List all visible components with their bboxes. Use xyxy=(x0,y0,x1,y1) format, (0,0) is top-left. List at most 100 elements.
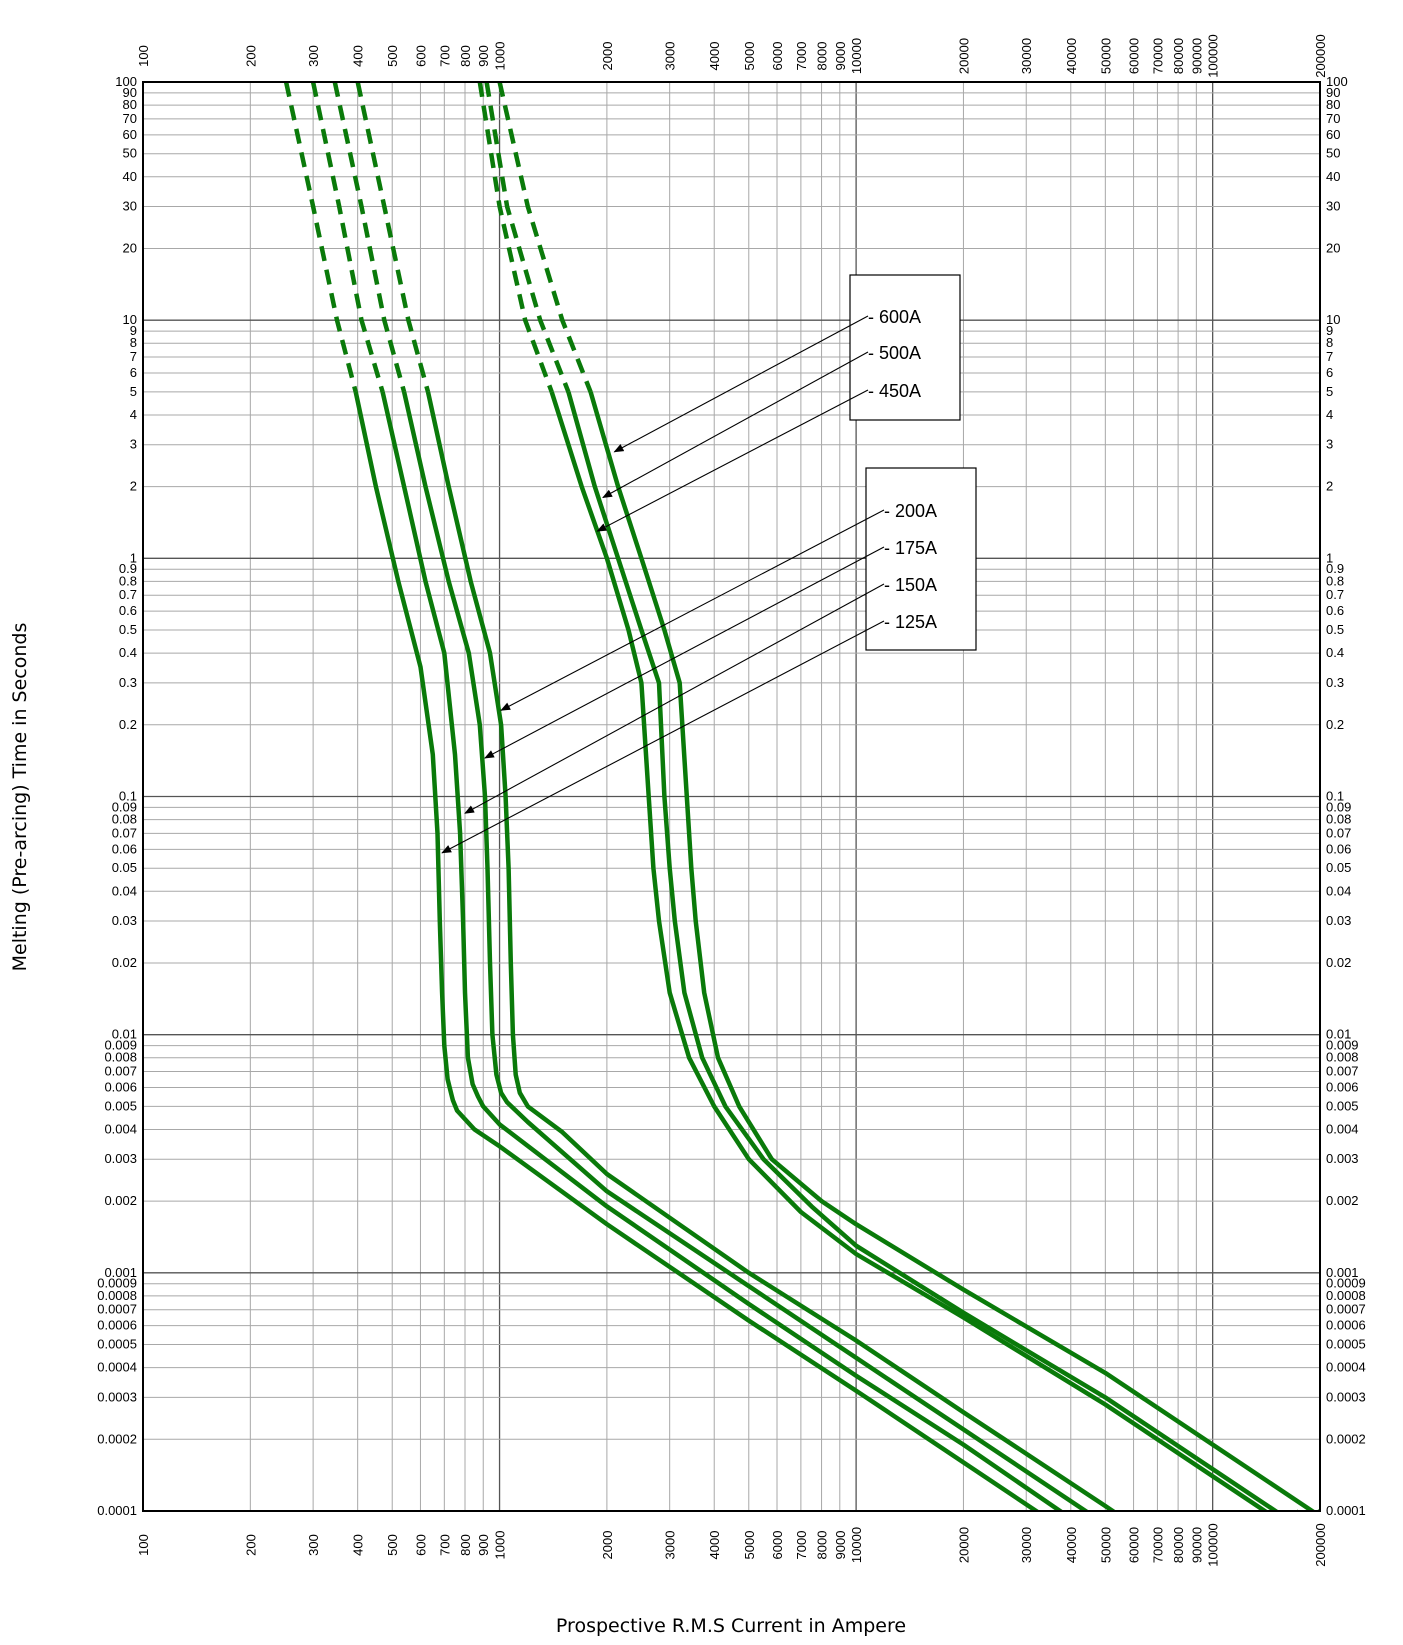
y-tick-label-left: 0.1 xyxy=(119,789,137,804)
annotation-arrow-200A xyxy=(500,509,885,711)
x-tick-label-bottom: 900 xyxy=(476,1534,491,1556)
y-tick-label-right: 0.05 xyxy=(1326,860,1351,875)
y-tick-label-right: 0.006 xyxy=(1326,1080,1359,1095)
annotation-arrow-500A xyxy=(602,351,869,499)
y-tick-label-left: 0.05 xyxy=(112,860,137,875)
y-tick-label-left: 6 xyxy=(130,365,137,380)
y-tick-label-right: 0.0008 xyxy=(1326,1288,1366,1303)
x-tick-label-top: 80000 xyxy=(1171,38,1186,74)
y-tick-label-left: 0.6 xyxy=(119,603,137,618)
y-tick-label-right: 100 xyxy=(1326,74,1348,89)
annotation-arrow-125A xyxy=(441,620,885,854)
legend-box xyxy=(849,274,961,421)
y-tick-label-left: 0.8 xyxy=(119,573,137,588)
curve-solid-500A xyxy=(566,391,1280,1511)
x-tick-label-top: 700 xyxy=(437,45,452,67)
y-tick-label-left: 60 xyxy=(123,127,137,142)
y-axis-title: Melting (Pre-arcing) Time in Seconds xyxy=(9,623,31,972)
x-tick-label-bottom: 400 xyxy=(351,1534,366,1556)
x-tick-label-bottom: 30000 xyxy=(1019,1527,1034,1563)
x-tick-label-bottom: 200000 xyxy=(1313,1523,1328,1566)
y-tick-label-left: 30 xyxy=(123,199,137,214)
y-tick-label-left: 2 xyxy=(130,479,137,494)
y-tick-label-left: 0.07 xyxy=(112,825,137,840)
legend-label: - 450A xyxy=(868,381,921,401)
y-tick-label-right: 40 xyxy=(1326,169,1340,184)
x-tick-label-bottom: 700 xyxy=(437,1534,452,1556)
x-tick-label-top: 40000 xyxy=(1064,38,1079,74)
y-tick-label-left: 50 xyxy=(123,146,137,161)
y-tick-label-right: 70 xyxy=(1326,111,1340,126)
x-tick-label-top: 4000 xyxy=(707,42,722,71)
y-tick-label-left: 0.4 xyxy=(119,645,137,660)
curve-solid-150A xyxy=(380,391,1300,1511)
y-tick-label-right: 0.0003 xyxy=(1326,1389,1366,1404)
y-tick-label-left: 0.04 xyxy=(112,883,137,898)
x-tick-label-bottom: 5000 xyxy=(742,1531,757,1560)
legend-label: - 500A xyxy=(868,343,921,363)
y-tick-label-left: 0.0005 xyxy=(97,1337,137,1352)
y-tick-label-right: 0.1 xyxy=(1326,789,1344,804)
y-tick-label-left: 0.03 xyxy=(112,913,137,928)
y-tick-label-right: 0.8 xyxy=(1326,573,1344,588)
x-tick-label-bottom: 7000 xyxy=(794,1531,809,1560)
x-tick-label-top: 30000 xyxy=(1019,38,1034,74)
y-tick-label-left: 0.08 xyxy=(112,812,137,827)
y-tick-label-right: 9 xyxy=(1326,323,1333,338)
y-tick-label-left: 80 xyxy=(123,97,137,112)
x-tick-label-bottom: 500 xyxy=(385,1534,400,1556)
y-tick-label-right: 0.0006 xyxy=(1326,1318,1366,1333)
annotation-arrow-150A xyxy=(464,583,885,814)
y-tick-label-left: 0.0001 xyxy=(97,1503,137,1518)
y-tick-label-right: 0.003 xyxy=(1326,1151,1359,1166)
x-tick-label-top: 20000 xyxy=(956,38,971,74)
y-tick-label-right: 0.07 xyxy=(1326,825,1351,840)
y-tick-label-left: 0.001 xyxy=(104,1265,137,1280)
y-tick-label-right: 0.01 xyxy=(1326,1027,1351,1042)
y-tick-label-right: 0.009 xyxy=(1326,1038,1359,1053)
x-tick-label-bottom: 80000 xyxy=(1171,1527,1186,1563)
y-tick-label-right: 5 xyxy=(1326,384,1333,399)
series-500A xyxy=(484,82,1280,1511)
x-tick-labels: 100 100 200 200 300 300 400 400 500 500 600 600 700 7… xyxy=(136,34,1328,1566)
x-tick-label-bottom: 8000 xyxy=(815,1531,830,1560)
curve-dashed-500A xyxy=(484,82,571,393)
y-tick-label-left: 0.0006 xyxy=(97,1318,137,1333)
x-tick-label-top: 200 xyxy=(243,45,258,67)
y-tick-label-right: 50 xyxy=(1326,146,1340,161)
y-tick-label-left: 0.0009 xyxy=(97,1276,137,1291)
y-tick-label-left: 8 xyxy=(130,335,137,350)
x-tick-label-bottom: 90000 xyxy=(1189,1527,1204,1563)
x-axis-title: Prospective R.M.S Current in Ampere xyxy=(556,1615,906,1637)
y-tick-label-right: 0.001 xyxy=(1326,1265,1359,1280)
legend-label: - 200A xyxy=(884,501,937,521)
x-tick-label-bottom: 9000 xyxy=(833,1531,848,1560)
x-tick-label-bottom: 100000 xyxy=(1206,1523,1221,1566)
y-tick-label-left: 0.09 xyxy=(112,799,137,814)
x-tick-label-bottom: 60000 xyxy=(1127,1527,1142,1563)
y-tick-label-right: 0.0001 xyxy=(1326,1503,1366,1518)
y-tick-label-right: 0.5 xyxy=(1326,622,1344,637)
y-tick-label-left: 0.003 xyxy=(104,1151,137,1166)
y-tick-label-right: 0.02 xyxy=(1326,955,1351,970)
y-tick-label-right: 0.004 xyxy=(1326,1121,1359,1136)
y-tick-label-left: 0.0003 xyxy=(97,1389,137,1404)
y-tick-label-right: 0.6 xyxy=(1326,603,1344,618)
x-tick-label-top: 70000 xyxy=(1150,38,1165,74)
curve-dashed-600A xyxy=(497,82,593,393)
y-tick-label-right: 0.0007 xyxy=(1326,1302,1366,1317)
x-tick-label-bottom: 200 xyxy=(243,1534,258,1556)
y-tick-label-right: 0.0004 xyxy=(1326,1360,1366,1375)
y-tick-label-left: 0.5 xyxy=(119,622,137,637)
curve-solid-600A xyxy=(588,391,1317,1511)
legend-box xyxy=(865,467,977,651)
x-tick-label-top: 200000 xyxy=(1313,34,1328,77)
curve-solid-450A xyxy=(549,391,1269,1511)
y-tick-label-right: 0.2 xyxy=(1326,717,1344,732)
x-tick-label-bottom: 40000 xyxy=(1064,1527,1079,1563)
y-tick-label-left: 0.007 xyxy=(104,1064,137,1079)
x-tick-label-top: 8000 xyxy=(815,42,830,71)
x-tick-label-top: 50000 xyxy=(1098,38,1113,74)
y-tick-label-right: 30 xyxy=(1326,199,1340,214)
